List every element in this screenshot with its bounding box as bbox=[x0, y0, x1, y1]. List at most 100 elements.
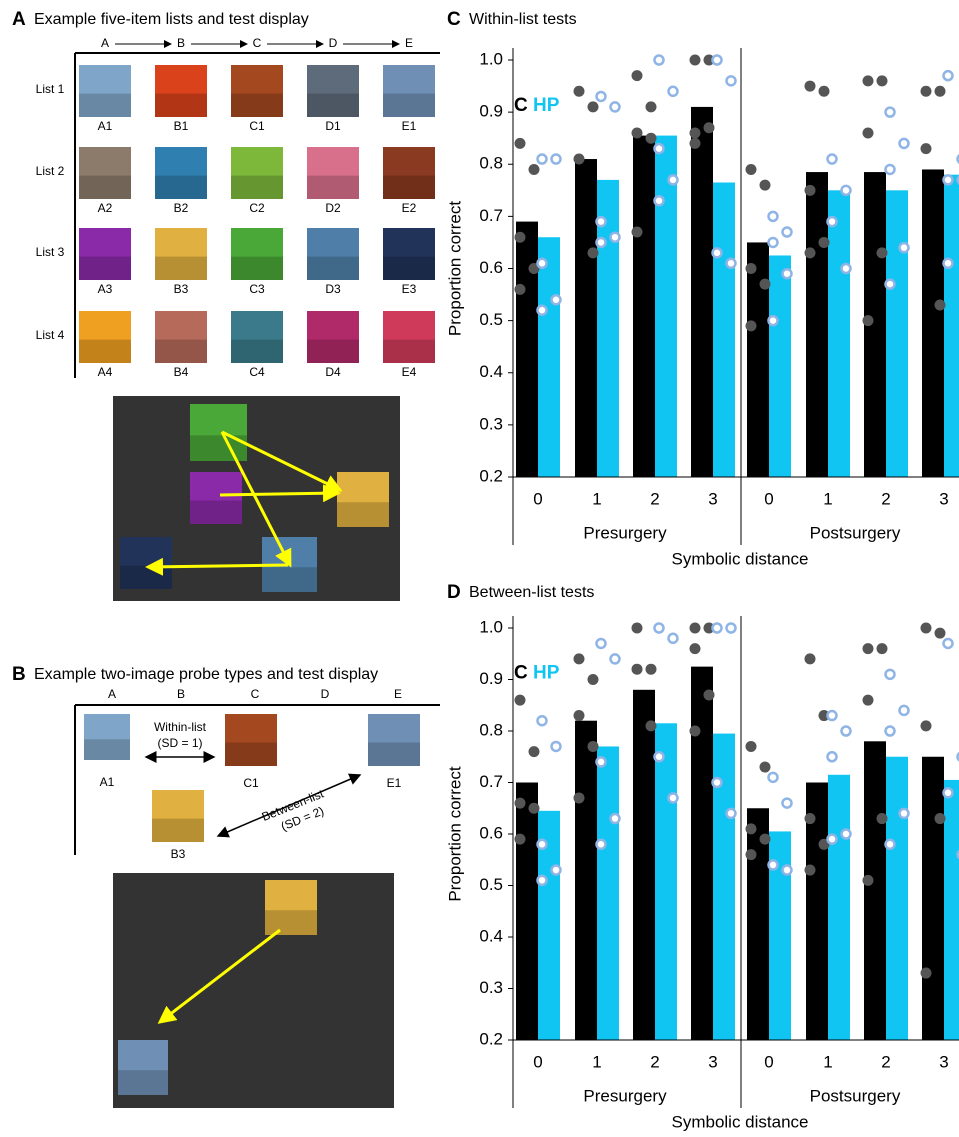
subject-point bbox=[689, 54, 701, 66]
image-shade bbox=[307, 339, 359, 363]
subject-point bbox=[725, 807, 737, 820]
image bbox=[225, 714, 277, 766]
image-shade bbox=[231, 339, 283, 363]
column-label: E bbox=[394, 687, 402, 701]
subject-point bbox=[653, 622, 665, 634]
item-label: B3 bbox=[171, 847, 186, 861]
column-label: B bbox=[177, 687, 185, 701]
subject-point bbox=[898, 704, 910, 717]
bar bbox=[597, 179, 619, 477]
x-axis-label: Symbolic distance bbox=[671, 549, 808, 568]
bar bbox=[691, 106, 713, 477]
subject-point bbox=[745, 823, 757, 835]
y-tick-label: 1.0 bbox=[479, 49, 503, 68]
item-label: A1 bbox=[98, 119, 113, 133]
bar bbox=[769, 255, 791, 477]
bar bbox=[922, 169, 944, 477]
subject-point bbox=[818, 838, 830, 850]
image bbox=[383, 65, 435, 117]
probe-text-group: Between-list (SD = 2) bbox=[260, 786, 326, 833]
subject-point bbox=[781, 864, 793, 876]
image-shade bbox=[225, 742, 277, 766]
y-axis-label: Proportion correct bbox=[445, 766, 464, 901]
legend-entry: C bbox=[514, 663, 528, 684]
image-shade bbox=[231, 175, 283, 199]
subject-point bbox=[942, 69, 954, 82]
subject-point bbox=[818, 236, 830, 248]
subject-point bbox=[573, 710, 585, 722]
subject-point bbox=[804, 813, 816, 825]
column-label: B bbox=[177, 36, 185, 50]
item-label: E3 bbox=[402, 282, 417, 296]
subject-point bbox=[826, 833, 838, 845]
subject-point bbox=[920, 720, 932, 732]
subject-point bbox=[689, 137, 701, 149]
legend-entry: HP bbox=[533, 95, 560, 116]
subject-point bbox=[573, 153, 585, 165]
subject-point bbox=[884, 106, 896, 118]
subject-point bbox=[876, 75, 888, 87]
subject-point bbox=[703, 622, 715, 634]
image bbox=[231, 65, 283, 117]
subject-point bbox=[528, 802, 540, 814]
bar bbox=[575, 159, 597, 477]
subject-point bbox=[920, 622, 932, 634]
bar bbox=[597, 746, 619, 1040]
group-label: Presurgery bbox=[583, 523, 667, 542]
probe-sd: (SD = 1) bbox=[157, 736, 202, 750]
subject-point bbox=[609, 101, 621, 113]
subject-point bbox=[536, 153, 548, 165]
subject-point bbox=[745, 163, 757, 175]
item-label: E1 bbox=[402, 119, 417, 133]
image bbox=[84, 714, 130, 760]
image bbox=[307, 147, 359, 199]
subject-point bbox=[703, 54, 715, 66]
bar bbox=[633, 135, 655, 478]
subject-point bbox=[781, 267, 793, 280]
panel-label: A bbox=[12, 9, 26, 30]
image bbox=[155, 147, 207, 199]
subject-point bbox=[711, 776, 723, 789]
bar bbox=[886, 756, 908, 1040]
subject-point bbox=[514, 694, 526, 706]
subject-point bbox=[631, 663, 643, 675]
subject-point bbox=[609, 653, 621, 665]
subject-point bbox=[759, 761, 771, 773]
subject-point bbox=[550, 740, 562, 753]
x-tick-label: 3 bbox=[708, 1052, 717, 1071]
subject-point bbox=[884, 725, 896, 737]
subject-point bbox=[703, 122, 715, 134]
y-tick-label: 0.6 bbox=[479, 823, 503, 842]
image-shade bbox=[337, 502, 389, 527]
subject-point bbox=[840, 184, 852, 197]
legend-entry: C bbox=[514, 95, 528, 116]
subject-point bbox=[528, 163, 540, 175]
image-shade bbox=[152, 818, 204, 842]
display-arrow bbox=[220, 431, 292, 568]
image bbox=[383, 311, 435, 363]
y-tick-label: 1.0 bbox=[479, 617, 503, 636]
subject-point bbox=[942, 787, 954, 799]
y-tick-label: 0.3 bbox=[479, 414, 503, 433]
subject-point bbox=[876, 813, 888, 825]
y-tick-label: 0.2 bbox=[479, 466, 503, 485]
subject-point bbox=[934, 85, 946, 97]
item-label: C1 bbox=[243, 776, 259, 790]
subject-point bbox=[804, 247, 816, 259]
y-tick-label: 0.3 bbox=[479, 978, 503, 997]
subject-point bbox=[818, 710, 830, 722]
subject-point bbox=[595, 756, 607, 768]
subject-point bbox=[745, 849, 757, 861]
bar bbox=[691, 666, 713, 1040]
image-shade bbox=[265, 910, 317, 935]
image-shade bbox=[79, 93, 131, 117]
x-tick-label: 0 bbox=[533, 1052, 542, 1071]
item-label: C2 bbox=[249, 201, 265, 215]
image-shade bbox=[79, 175, 131, 199]
subject-point bbox=[920, 967, 932, 979]
panel-title: Example five-item lists and test display bbox=[34, 11, 309, 28]
item-label: B2 bbox=[174, 201, 189, 215]
subject-point bbox=[804, 184, 816, 196]
image bbox=[155, 228, 207, 280]
subject-point bbox=[920, 85, 932, 97]
